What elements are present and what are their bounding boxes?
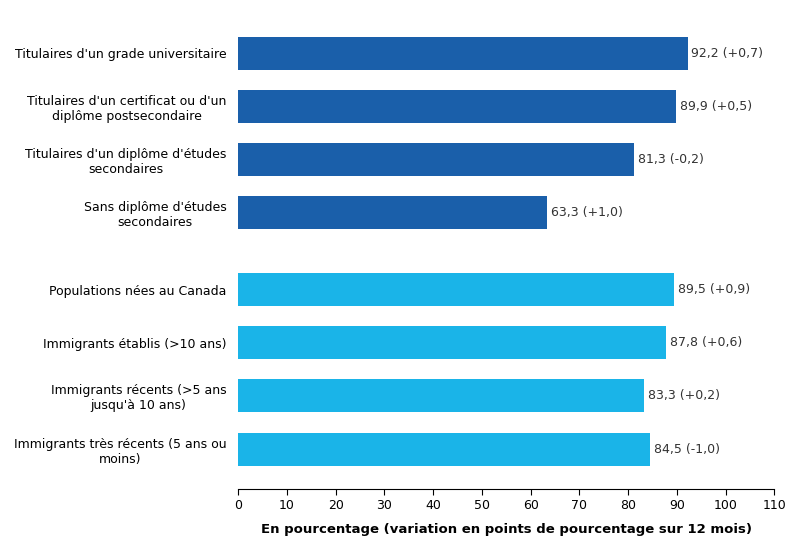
Bar [238,379,644,412]
Text: 92,2 (+0,7): 92,2 (+0,7) [691,47,763,60]
X-axis label: En pourcentage (variation en points de pourcentage sur 12 mois): En pourcentage (variation en points de p… [261,523,752,536]
Bar [238,90,676,123]
Text: 89,5 (+0,9): 89,5 (+0,9) [678,283,750,296]
Text: 81,3 (-0,2): 81,3 (-0,2) [638,153,704,166]
Bar [238,143,634,176]
Bar [238,273,674,306]
Text: 89,9 (+0,5): 89,9 (+0,5) [680,100,752,113]
Bar [238,37,687,70]
Text: 84,5 (-1,0): 84,5 (-1,0) [654,443,720,455]
Bar [238,433,650,465]
Text: 63,3 (+1,0): 63,3 (+1,0) [550,206,622,219]
Text: 83,3 (+0,2): 83,3 (+0,2) [648,389,720,403]
Bar [238,196,546,229]
Text: 87,8 (+0,6): 87,8 (+0,6) [670,337,742,349]
Bar [238,326,666,359]
